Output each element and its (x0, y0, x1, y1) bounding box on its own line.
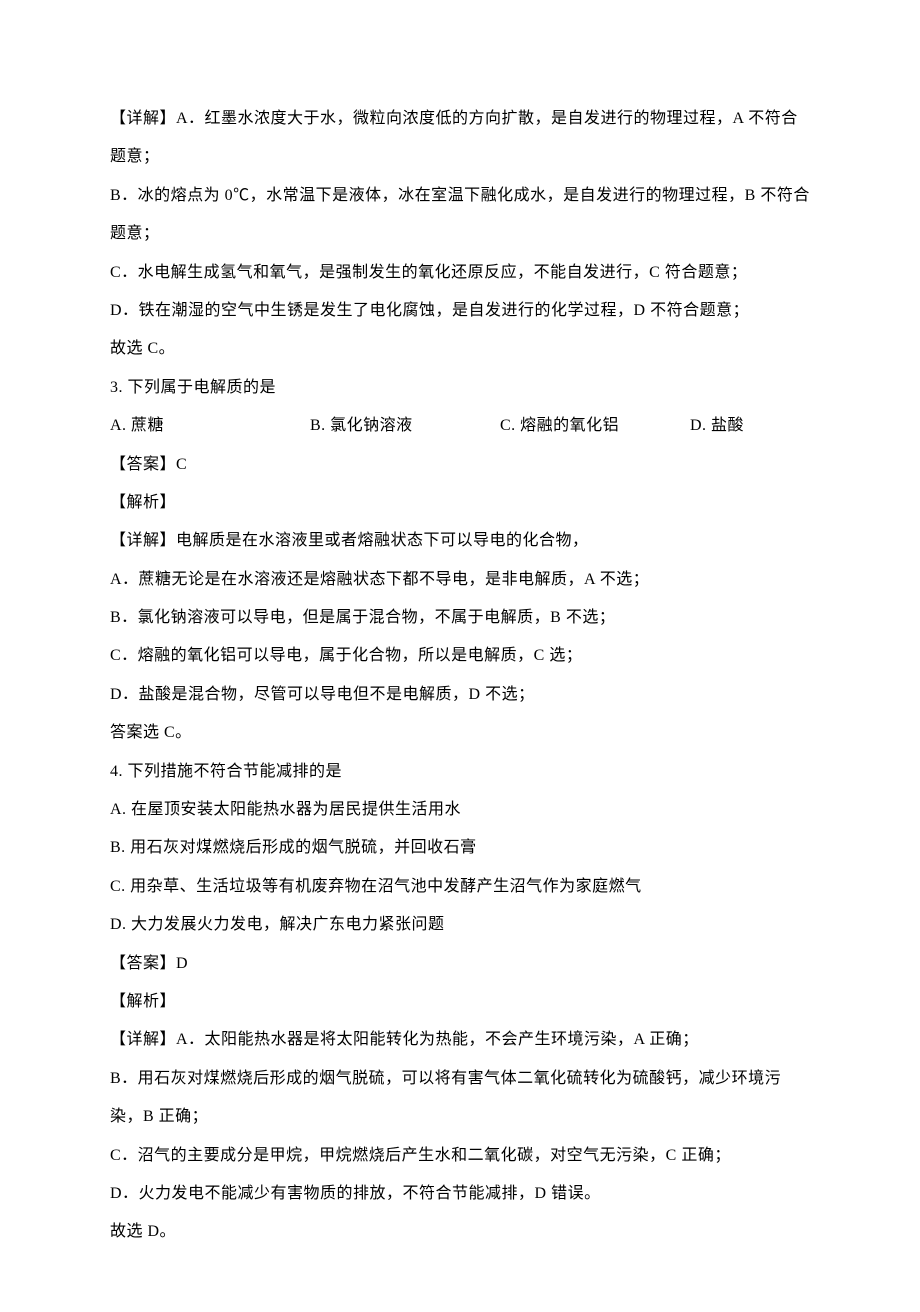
paragraph: B．冰的熔点为 0℃，水常温下是液体，冰在室温下融化成水，是自发进行的物理过程，… (110, 177, 810, 254)
paragraph: A．蔗糖无论是在水溶液还是熔融状态下都不导电，是非电解质，A 不选； (110, 561, 810, 599)
option-a: A. 蔗糖 (110, 407, 310, 445)
option-c: C. 熔融的氧化铝 (500, 407, 690, 445)
option-d: D. 大力发展火力发电，解决广东电力紧张问题 (110, 906, 810, 944)
paragraph: D．铁在潮湿的空气中生锈是发生了电化腐蚀，是自发进行的化学过程，D 不符合题意； (110, 292, 810, 330)
paragraph: 【详解】电解质是在水溶液里或者熔融状态下可以导电的化合物， (110, 522, 810, 560)
answer-line: 【答案】D (110, 945, 810, 983)
paragraph: C．水电解生成氢气和氧气，是强制发生的氧化还原反应，不能自发进行，C 符合题意； (110, 254, 810, 292)
analysis-label: 【解析】 (110, 983, 810, 1021)
question-stem: 4. 下列措施不符合节能减排的是 (110, 753, 810, 791)
paragraph: 故选 D。 (110, 1213, 810, 1251)
option-d: D. 盐酸 (690, 407, 810, 445)
option-b: B. 用石灰对煤燃烧后形成的烟气脱硫，并回收石膏 (110, 829, 810, 867)
option-c: C. 用杂草、生活垃圾等有机废弃物在沼气池中发酵产生沼气作为家庭燃气 (110, 868, 810, 906)
question-stem: 3. 下列属于电解质的是 (110, 369, 810, 407)
paragraph: D．火力发电不能减少有害物质的排放，不符合节能减排，D 错误。 (110, 1175, 810, 1213)
paragraph: C．熔融的氧化铝可以导电，属于化合物，所以是电解质，C 选； (110, 637, 810, 675)
question-options-row: A. 蔗糖 B. 氯化钠溶液 C. 熔融的氧化铝 D. 盐酸 (110, 407, 810, 445)
answer-line: 【答案】C (110, 446, 810, 484)
paragraph: 【详解】A．红墨水浓度大于水，微粒向浓度低的方向扩散，是自发进行的物理过程，A … (110, 100, 810, 177)
option-a: A. 在屋顶安装太阳能热水器为居民提供生活用水 (110, 791, 810, 829)
paragraph: D．盐酸是混合物，尽管可以导电但不是电解质，D 不选； (110, 676, 810, 714)
analysis-label: 【解析】 (110, 484, 810, 522)
paragraph: 故选 C。 (110, 330, 810, 368)
document-page: 【详解】A．红墨水浓度大于水，微粒向浓度低的方向扩散，是自发进行的物理过程，A … (0, 0, 920, 1312)
paragraph: B．氯化钠溶液可以导电，但是属于混合物，不属于电解质，B 不选； (110, 599, 810, 637)
paragraph: B．用石灰对煤燃烧后形成的烟气脱硫，可以将有害气体二氧化硫转化为硫酸钙，减少环境… (110, 1060, 810, 1137)
option-b: B. 氯化钠溶液 (310, 407, 500, 445)
paragraph: 【详解】A．太阳能热水器是将太阳能转化为热能，不会产生环境污染，A 正确； (110, 1021, 810, 1059)
paragraph: C．沼气的主要成分是甲烷，甲烷燃烧后产生水和二氧化碳，对空气无污染，C 正确； (110, 1137, 810, 1175)
paragraph: 答案选 C。 (110, 714, 810, 752)
